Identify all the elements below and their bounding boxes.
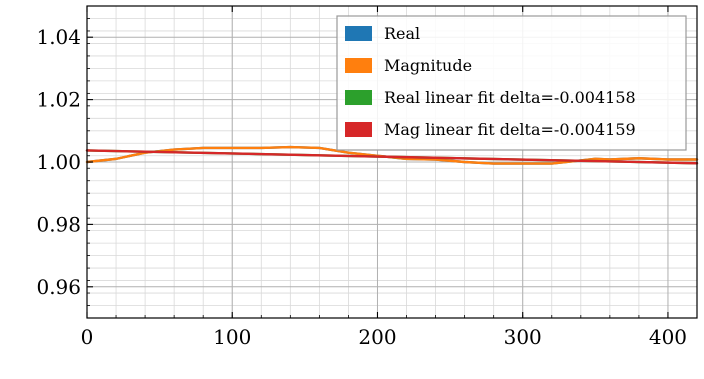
- legend-label: Real: [384, 24, 420, 43]
- legend-swatch: [345, 90, 372, 105]
- y-tick-label: 0.98: [36, 212, 81, 236]
- legend-swatch: [345, 26, 372, 41]
- y-tick-label: 1.02: [36, 88, 81, 112]
- y-tick-label: 1.04: [36, 25, 81, 49]
- x-tick-label: 200: [358, 325, 396, 349]
- y-tick-label: 0.96: [36, 275, 81, 299]
- x-tick-label: 100: [213, 325, 251, 349]
- legend-swatch: [345, 122, 372, 137]
- x-tick-label: 0: [81, 325, 94, 349]
- axis-ticks: [86, 5, 698, 319]
- series-line-3: [85, 149, 699, 165]
- series-lines: [85, 145, 699, 165]
- x-tick-label: 400: [649, 325, 687, 349]
- series-line-1: [85, 145, 699, 165]
- legend-label: Real linear fit delta=-0.004158: [384, 88, 636, 107]
- tick-labels: 0 100 200 300 400 0.96 0.98 1.00 1.02 1.04: [36, 25, 687, 349]
- legend-label: Mag linear fit delta=-0.004159: [384, 120, 636, 139]
- legend: Real Magnitude Real linear fit delta=-0.00…: [336, 15, 687, 151]
- y-tick-label: 1.00: [36, 150, 81, 174]
- legend-swatch: [345, 58, 372, 73]
- x-tick-label: 300: [504, 325, 542, 349]
- legend-label: Magnitude: [384, 56, 472, 75]
- legend-box: [336, 15, 687, 151]
